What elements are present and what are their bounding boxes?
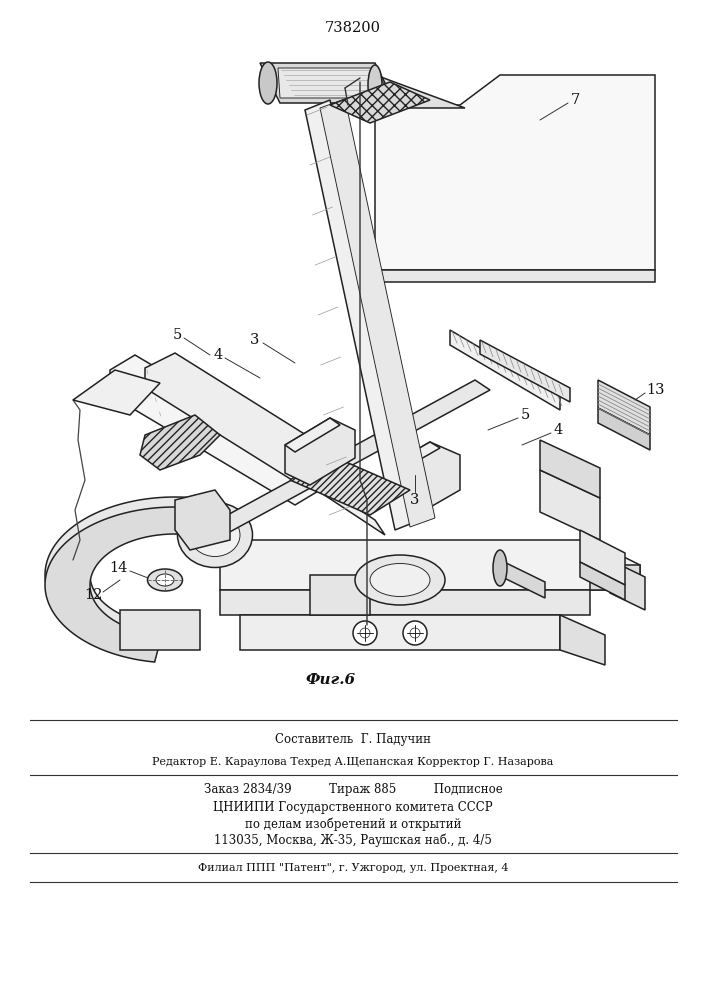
- Ellipse shape: [156, 574, 174, 586]
- Polygon shape: [73, 370, 160, 415]
- Ellipse shape: [177, 502, 252, 568]
- Polygon shape: [220, 540, 640, 590]
- Polygon shape: [110, 355, 320, 505]
- Polygon shape: [280, 73, 465, 108]
- Polygon shape: [375, 75, 655, 270]
- Polygon shape: [560, 615, 605, 665]
- Text: 13: 13: [645, 383, 665, 397]
- Text: Редактор Е. Караулова Техред А.Щепанская Корректор Г. Назарова: Редактор Е. Караулова Техред А.Щепанская…: [152, 757, 554, 767]
- Polygon shape: [285, 418, 355, 485]
- Polygon shape: [598, 380, 650, 435]
- Polygon shape: [120, 610, 200, 650]
- Ellipse shape: [148, 569, 182, 591]
- Text: Фиг.6: Фиг.6: [305, 673, 355, 687]
- Polygon shape: [278, 68, 392, 98]
- Ellipse shape: [370, 564, 430, 596]
- Polygon shape: [500, 560, 545, 598]
- Polygon shape: [240, 615, 560, 650]
- Text: 738200: 738200: [325, 21, 381, 35]
- Polygon shape: [590, 565, 640, 590]
- Polygon shape: [200, 515, 215, 540]
- Polygon shape: [175, 490, 230, 550]
- Polygon shape: [450, 330, 560, 410]
- Polygon shape: [305, 100, 420, 530]
- Polygon shape: [155, 375, 385, 535]
- Text: 5: 5: [520, 408, 530, 422]
- Ellipse shape: [190, 514, 240, 556]
- Text: 3: 3: [250, 333, 259, 347]
- Polygon shape: [540, 440, 600, 498]
- Ellipse shape: [368, 65, 382, 105]
- Text: 7: 7: [571, 93, 580, 107]
- Polygon shape: [140, 415, 220, 470]
- Polygon shape: [45, 507, 195, 662]
- Text: 113035, Москва, Ж-35, Раушская наб., д. 4/5: 113035, Москва, Ж-35, Раушская наб., д. …: [214, 833, 492, 847]
- Ellipse shape: [355, 555, 445, 605]
- Polygon shape: [330, 82, 430, 123]
- Text: Заказ 2834/39          Тираж 885          Подписное: Заказ 2834/39 Тираж 885 Подписное: [204, 784, 503, 796]
- Polygon shape: [220, 590, 590, 615]
- Polygon shape: [390, 442, 440, 471]
- Text: Составитель  Г. Падучин: Составитель Г. Падучин: [275, 734, 431, 746]
- Polygon shape: [480, 340, 570, 402]
- Text: 4: 4: [214, 348, 223, 362]
- Polygon shape: [45, 497, 195, 652]
- Text: ЦНИИПИ Государственного комитета СССР: ЦНИИПИ Государственного комитета СССР: [214, 802, 493, 814]
- Text: 3: 3: [410, 493, 420, 507]
- Polygon shape: [290, 455, 410, 515]
- Circle shape: [353, 621, 377, 645]
- Text: 12: 12: [84, 588, 103, 602]
- Text: 14: 14: [109, 561, 127, 575]
- Ellipse shape: [493, 550, 507, 586]
- Text: Филиал ППП "Патент", г. Ужгород, ул. Проектная, 4: Филиал ППП "Патент", г. Ужгород, ул. Про…: [198, 863, 508, 873]
- Polygon shape: [320, 99, 435, 527]
- Polygon shape: [580, 530, 625, 585]
- Polygon shape: [145, 353, 330, 485]
- Polygon shape: [285, 418, 340, 452]
- Polygon shape: [610, 560, 645, 610]
- Polygon shape: [580, 562, 625, 600]
- Polygon shape: [598, 408, 650, 450]
- Polygon shape: [375, 270, 655, 282]
- Ellipse shape: [259, 62, 277, 104]
- Polygon shape: [310, 575, 370, 615]
- Polygon shape: [540, 470, 600, 540]
- Circle shape: [403, 621, 427, 645]
- Text: 4: 4: [554, 423, 563, 437]
- Polygon shape: [390, 442, 460, 513]
- Polygon shape: [200, 380, 490, 540]
- Text: 5: 5: [173, 328, 182, 342]
- Text: по делам изобретений и открытий: по делам изобретений и открытий: [245, 817, 461, 831]
- Polygon shape: [260, 63, 395, 103]
